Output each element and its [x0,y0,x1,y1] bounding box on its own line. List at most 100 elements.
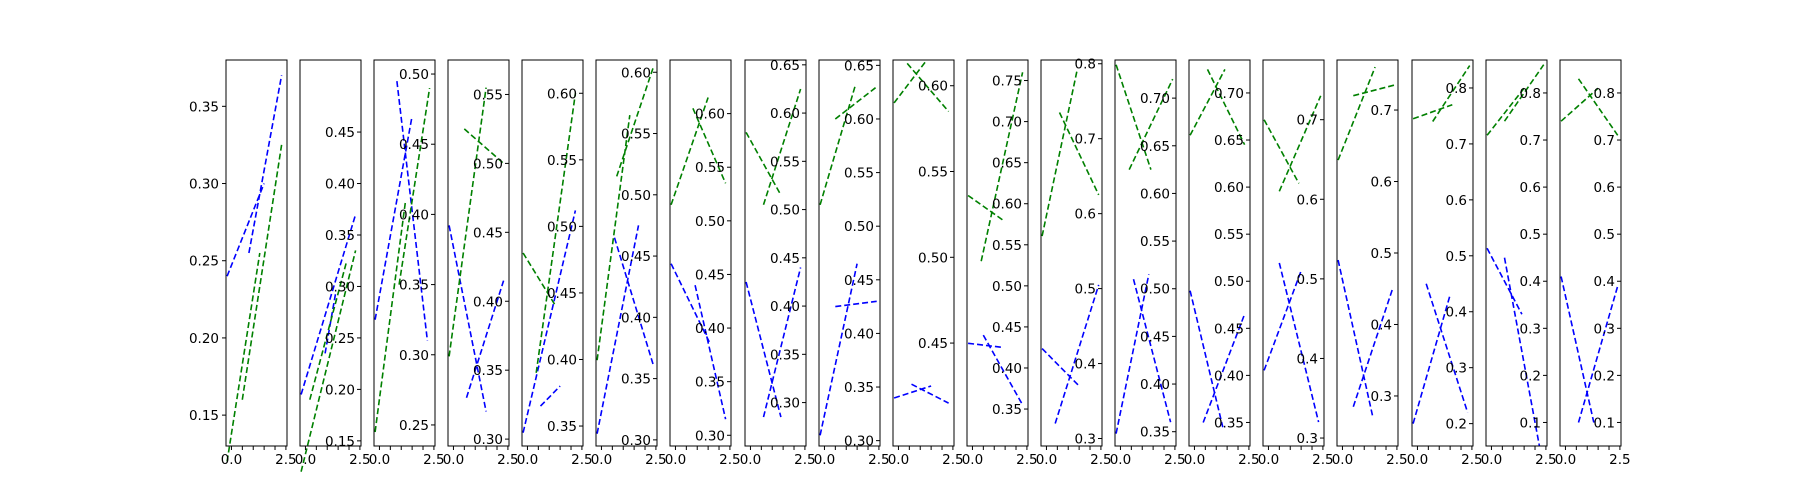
x-tick-label: 0.0 [1184,452,1205,468]
x-tick-label: 0.0 [740,452,761,468]
subplot-9: 0.0 2.5 0.30 0.35 0.40 0.45 0.50 0.55 0.60 0.65 [814,58,890,468]
series-line-green-1 [374,200,407,433]
x-tick-label: 0.0 [1258,452,1279,468]
series-line-green-2 [241,144,283,400]
y-tick-label: 0.70 [992,115,1022,131]
y-tick-label: 0.65 [992,156,1022,172]
series-line-green-1 [1560,87,1599,122]
x-tick-label: 0.0 [221,452,242,468]
y-tick-label: 0.70 [1214,86,1244,102]
series-line-green-1 [1263,119,1300,184]
series-line-blue-1 [1560,276,1595,423]
y-tick-label: 0.7 [1446,137,1467,153]
y-tick-label: 0.40 [992,361,1022,377]
y-tick-label: 0.4 [1594,274,1615,290]
y-tick-label: 0.50 [1140,282,1170,298]
y-tick-label: 0.35 [1214,415,1244,431]
x-tick-label: 0.0 [591,452,612,468]
series-line-green-2 [1128,78,1174,170]
x-tick-label: 2.5 [497,452,518,468]
axes-frame [225,59,288,447]
y-tick-label: 0.35 [770,347,800,363]
series-line-green-1 [596,114,631,361]
series-line-blue-2 [1425,283,1469,413]
series-line-blue-1 [1189,290,1224,428]
series-line-green-1 [226,252,261,462]
y-tick-label: 0.45 [547,286,577,302]
y-tick-label: 0.55 [770,154,800,170]
series-line-blue-2 [911,383,949,404]
axes-frame [1559,59,1622,447]
y-tick-label: 0.45 [1140,329,1170,345]
y-tick-label: 0.25 [189,254,219,270]
y-tick-label: 0.50 [844,219,874,235]
x-tick-label: 0.0 [443,452,464,468]
y-tick-label: 0.3 [1371,389,1392,405]
y-tick-label: 0.5 [1594,227,1615,243]
x-tick-label: 2.5 [719,452,740,468]
series-line-green-2 [1058,112,1100,196]
y-tick-label: 0.25 [399,418,429,434]
y-tick-label: 0.3 [1594,321,1615,337]
subplot-18: 0.0 2.5 0.1 0.2 0.3 0.4 0.5 0.6 0.7 0.8 [1481,59,1557,468]
y-tick-label: 0.1 [1520,415,1541,431]
series-line-blue-1 [300,214,357,395]
series-line-blue-1 [1337,259,1374,418]
y-tick-label: 0.30 [844,434,874,450]
y-tick-label: 0.55 [1214,227,1244,243]
y-tick-label: 0.5 [1297,272,1318,288]
y-tick-label: 0.30 [325,279,355,295]
y-tick-label: 0.40 [621,310,651,326]
y-tick-label: 0.8 [1520,86,1541,102]
subplot-13: 0.0 2.5 0.35 0.40 0.45 0.50 0.55 0.60 0.65 0.70 [1110,59,1186,468]
series-line-green-2 [1278,95,1322,192]
x-tick-label: 0.0 [369,452,390,468]
series-line-green-2 [1432,65,1471,122]
y-tick-label: 0.35 [399,278,429,294]
y-tick-label: 0.35 [189,99,219,115]
y-tick-label: 0.1 [1594,415,1615,431]
series-line-blue-1 [1486,247,1523,315]
subplot-3: 0.0 2.5 0.25 0.30 0.35 0.40 0.45 0.50 [369,59,445,468]
series-line-blue-1 [1412,294,1451,424]
y-tick-label: 0.45 [1214,321,1244,337]
x-tick-label: 0.0 [814,452,835,468]
subplot-6: 0.0 2.5 0.30 0.35 0.40 0.45 0.50 0.55 0.60 [591,59,667,468]
series-line-blue-2 [835,300,877,308]
y-tick-label: 0.8 [1594,86,1615,102]
axes-frame [1188,59,1251,447]
y-tick-label: 0.35 [695,375,725,391]
series-line-blue-2 [396,81,429,341]
x-tick-label: 2.5 [1238,452,1259,468]
y-tick-label: 0.40 [770,299,800,315]
series-line-green-2 [398,87,431,285]
subplot-5: 0.0 2.5 0.35 0.40 0.45 0.50 0.55 0.60 [517,59,593,468]
axes-frame [595,59,658,447]
y-tick-label: 0.7 [1297,113,1318,129]
x-tick-label: 2.5 [1090,452,1111,468]
series-line-green-1 [670,97,709,206]
series-line-blue-1 [968,342,1003,349]
y-tick-label: 0.4 [1520,274,1541,290]
series-line-green-2 [906,62,950,113]
y-tick-label: 0.65 [1214,133,1244,149]
y-tick-label: 0.55 [547,153,577,169]
y-tick-label: 0.6 [1446,193,1467,209]
x-tick-label: 2.5 [423,452,444,468]
subplot-8: 0.0 2.5 0.30 0.35 0.40 0.45 0.50 0.55 0.60 0.65 [740,58,816,468]
series-line-blue-1 [226,183,265,277]
y-tick-label: 0.65 [770,58,800,74]
x-tick-label: 0.0 [517,452,538,468]
x-tick-label: 2.5 [1386,452,1407,468]
y-tick-label: 0.4 [1446,305,1467,321]
y-tick-label: 0.45 [325,125,355,141]
y-tick-label: 0.5 [1446,249,1467,265]
x-tick-label: 2.5 [1164,452,1185,468]
y-tick-label: 0.30 [621,433,651,449]
y-tick-label: 0.40 [1140,377,1170,393]
series-line-blue-1 [893,385,932,399]
y-tick-label: 0.60 [621,65,651,81]
series-line-blue-1 [745,281,782,418]
series-line-green-1 [1486,87,1525,136]
x-tick-label: 2.5 [275,452,296,468]
